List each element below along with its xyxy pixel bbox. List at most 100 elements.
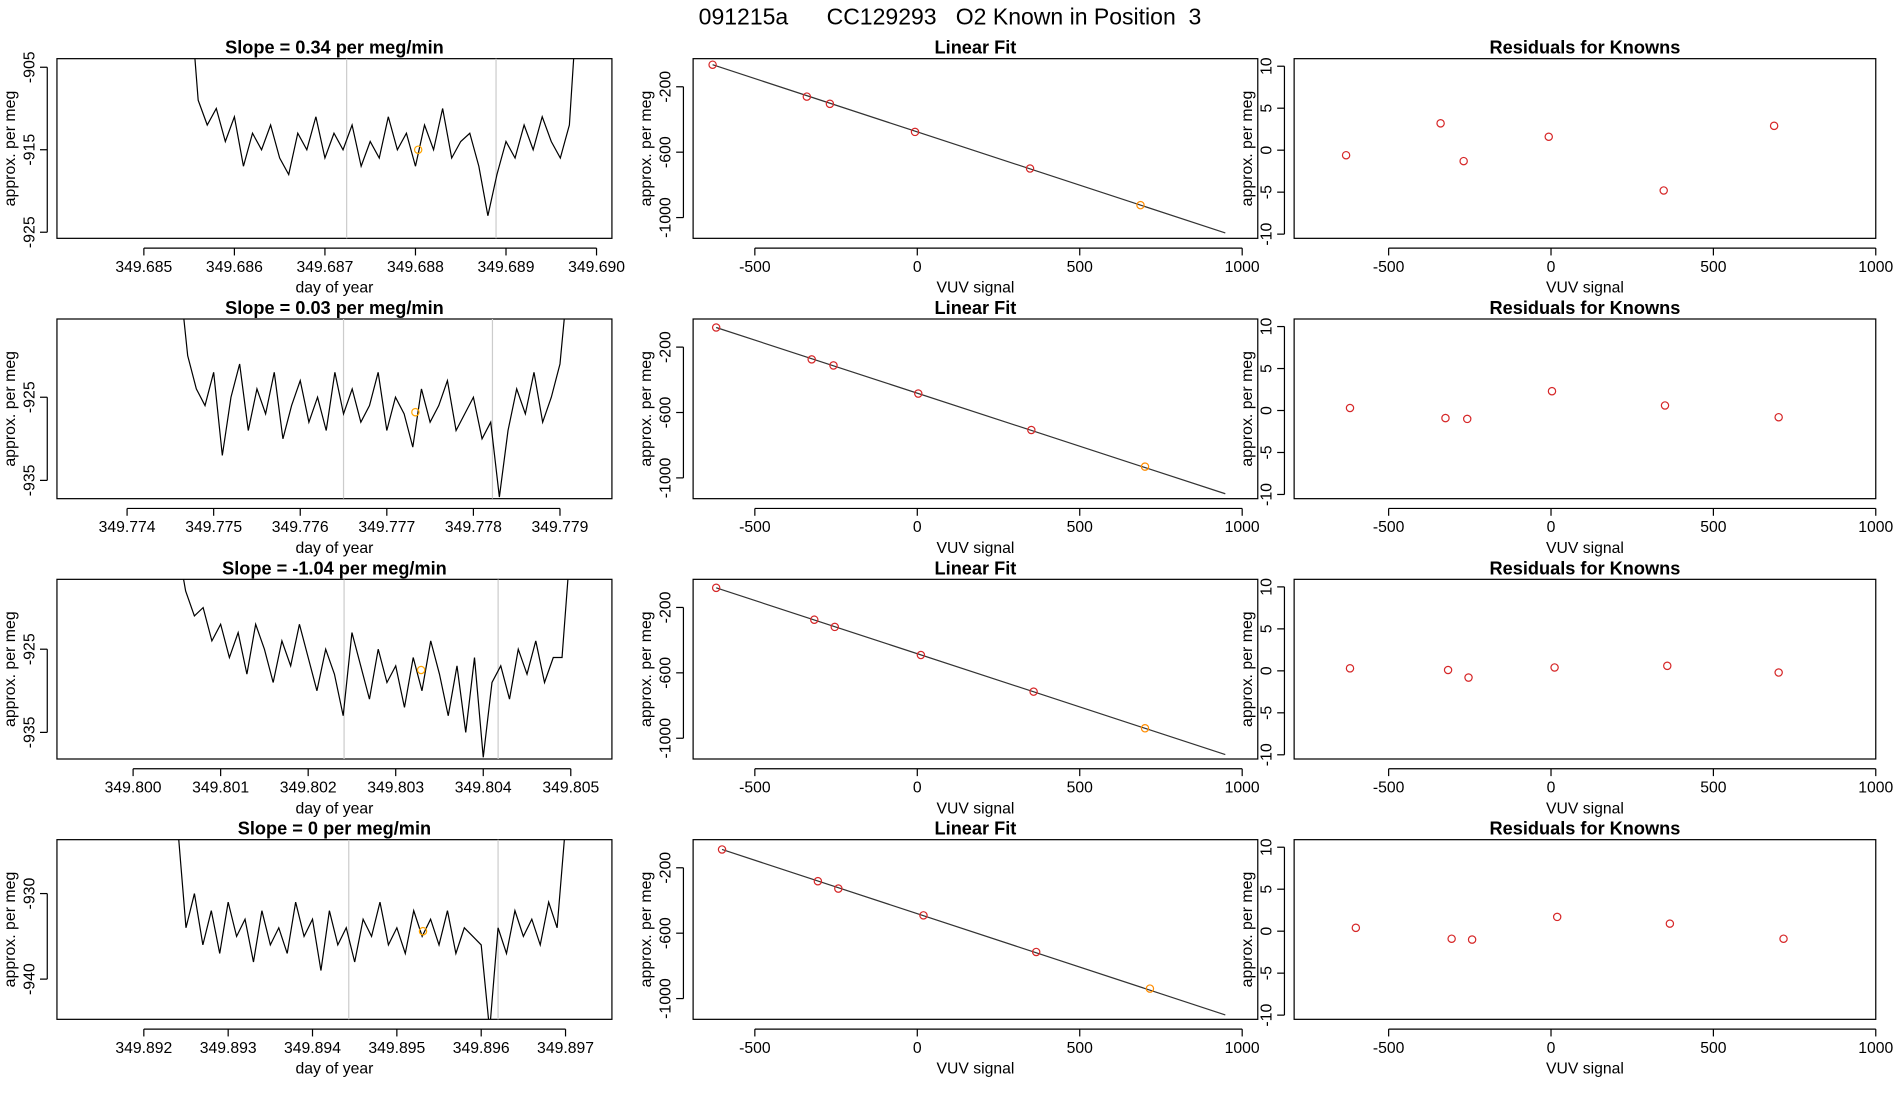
- point: [1659, 186, 1668, 195]
- x-tick-label: 0: [1547, 779, 1556, 796]
- x-axis-label: VUV signal: [1546, 800, 1624, 817]
- x-tick-label: 349.687: [296, 259, 353, 276]
- point: [1443, 665, 1453, 675]
- panel-title: Linear Fit: [935, 37, 1017, 58]
- point: [1467, 935, 1477, 944]
- point: [802, 92, 812, 101]
- plot-area: [1345, 661, 1783, 682]
- plot-area: [1345, 386, 1783, 424]
- x-tick-label: -500: [739, 1040, 771, 1057]
- x-axis-label: day of year: [295, 800, 373, 817]
- point: [1665, 919, 1675, 928]
- y-tick-label: -200: [658, 71, 675, 103]
- point: [1027, 425, 1036, 435]
- y-axis-label: approx. per meg: [2, 611, 19, 727]
- x-tick-label: 349.893: [200, 1040, 257, 1057]
- y-tick-label: 10: [1259, 318, 1276, 336]
- y-tick-label: -935: [22, 464, 39, 496]
- x-axis-label: VUV signal: [936, 1061, 1014, 1078]
- x-tick-label: 1000: [1858, 779, 1893, 796]
- y-axis-label: approx. per meg: [638, 872, 655, 988]
- point: [1774, 668, 1783, 677]
- x-tick-label: 1000: [1225, 779, 1260, 796]
- y-tick-label: -600: [658, 396, 675, 428]
- x-tick-label: -500: [739, 519, 771, 536]
- plot-area: [1351, 912, 1788, 944]
- point: [1345, 664, 1355, 673]
- point: [1145, 984, 1155, 993]
- plot-box: [56, 578, 613, 760]
- plot-box: [1293, 839, 1877, 1020]
- plot-area: [717, 845, 1226, 1016]
- point: [1663, 661, 1672, 671]
- x-axis-label: VUV signal: [1546, 280, 1624, 297]
- point: [1550, 663, 1559, 672]
- highlight-point: [411, 407, 420, 417]
- point: [1031, 947, 1041, 957]
- y-tick-label: -935: [22, 716, 39, 748]
- x-tick-label: -500: [1373, 1040, 1405, 1057]
- y-axis-label: approx. per meg: [638, 91, 655, 207]
- point: [910, 127, 920, 137]
- signal-line: [178, 839, 565, 1020]
- fit-line: [721, 848, 1226, 1016]
- point: [834, 884, 843, 893]
- x-tick-label: 500: [1067, 259, 1093, 276]
- y-tick-label: -5: [1259, 706, 1276, 720]
- panel-title: Linear Fit: [935, 557, 1017, 578]
- y-tick-label: -940: [22, 963, 39, 995]
- y-tick-label: -200: [658, 591, 675, 623]
- point: [1769, 121, 1779, 131]
- y-tick-label: 10: [1259, 57, 1276, 75]
- panel-title: Linear Fit: [935, 297, 1017, 318]
- x-tick-label: 349.802: [280, 779, 337, 796]
- plot-box: [692, 318, 1259, 500]
- y-tick-label: -925: [22, 381, 39, 413]
- point: [1544, 132, 1553, 142]
- x-tick-label: 349.803: [367, 779, 424, 796]
- point: [830, 622, 840, 632]
- y-tick-label: 0: [1259, 666, 1276, 675]
- y-axis-label: approx. per meg: [2, 91, 19, 207]
- y-tick-label: -1000: [658, 457, 675, 498]
- x-tick-label: 349.777: [358, 519, 415, 536]
- y-tick-label: 5: [1259, 104, 1276, 113]
- x-tick-label: 500: [1700, 519, 1726, 536]
- x-tick-label: 349.778: [445, 519, 502, 536]
- point: [1140, 462, 1150, 471]
- x-tick-label: 349.779: [532, 519, 589, 536]
- point: [813, 876, 823, 886]
- point: [829, 361, 838, 370]
- y-tick-label: -925: [22, 633, 39, 665]
- y-tick-label: -600: [658, 657, 675, 689]
- x-tick-label: 1000: [1858, 259, 1893, 276]
- x-tick-label: 500: [1700, 1040, 1726, 1057]
- signal-line: [182, 579, 569, 758]
- x-tick-label: -500: [739, 259, 771, 276]
- y-tick-label: -10: [1259, 743, 1276, 766]
- point: [1025, 164, 1035, 173]
- panel-title: Residuals for Knowns: [1490, 37, 1681, 58]
- y-axis-label: approx. per meg: [1239, 351, 1256, 467]
- point: [708, 60, 717, 69]
- y-axis-label: approx. per meg: [2, 351, 19, 467]
- signal-line: [194, 58, 575, 216]
- x-tick-label: 349.897: [537, 1040, 594, 1057]
- x-tick-label: 0: [1547, 1040, 1556, 1057]
- x-tick-label: 349.688: [387, 259, 444, 276]
- x-tick-label: 349.690: [568, 259, 625, 276]
- plot-area: [1341, 119, 1779, 195]
- y-tick-label: 10: [1259, 838, 1276, 856]
- point: [1447, 934, 1456, 944]
- y-tick-label: -10: [1259, 483, 1276, 506]
- x-tick-label: 349.686: [206, 259, 263, 276]
- x-tick-label: 349.685: [115, 259, 172, 276]
- point: [1462, 414, 1472, 424]
- x-axis-label: VUV signal: [936, 540, 1014, 557]
- x-tick-label: 500: [1067, 519, 1093, 536]
- x-tick-label: 0: [1547, 259, 1556, 276]
- y-tick-label: -5: [1259, 966, 1276, 980]
- y-tick-label: -930: [22, 877, 39, 909]
- y-axis-label: approx. per meg: [1239, 91, 1256, 207]
- panel-title: Slope = 0 per meg/min: [238, 818, 431, 839]
